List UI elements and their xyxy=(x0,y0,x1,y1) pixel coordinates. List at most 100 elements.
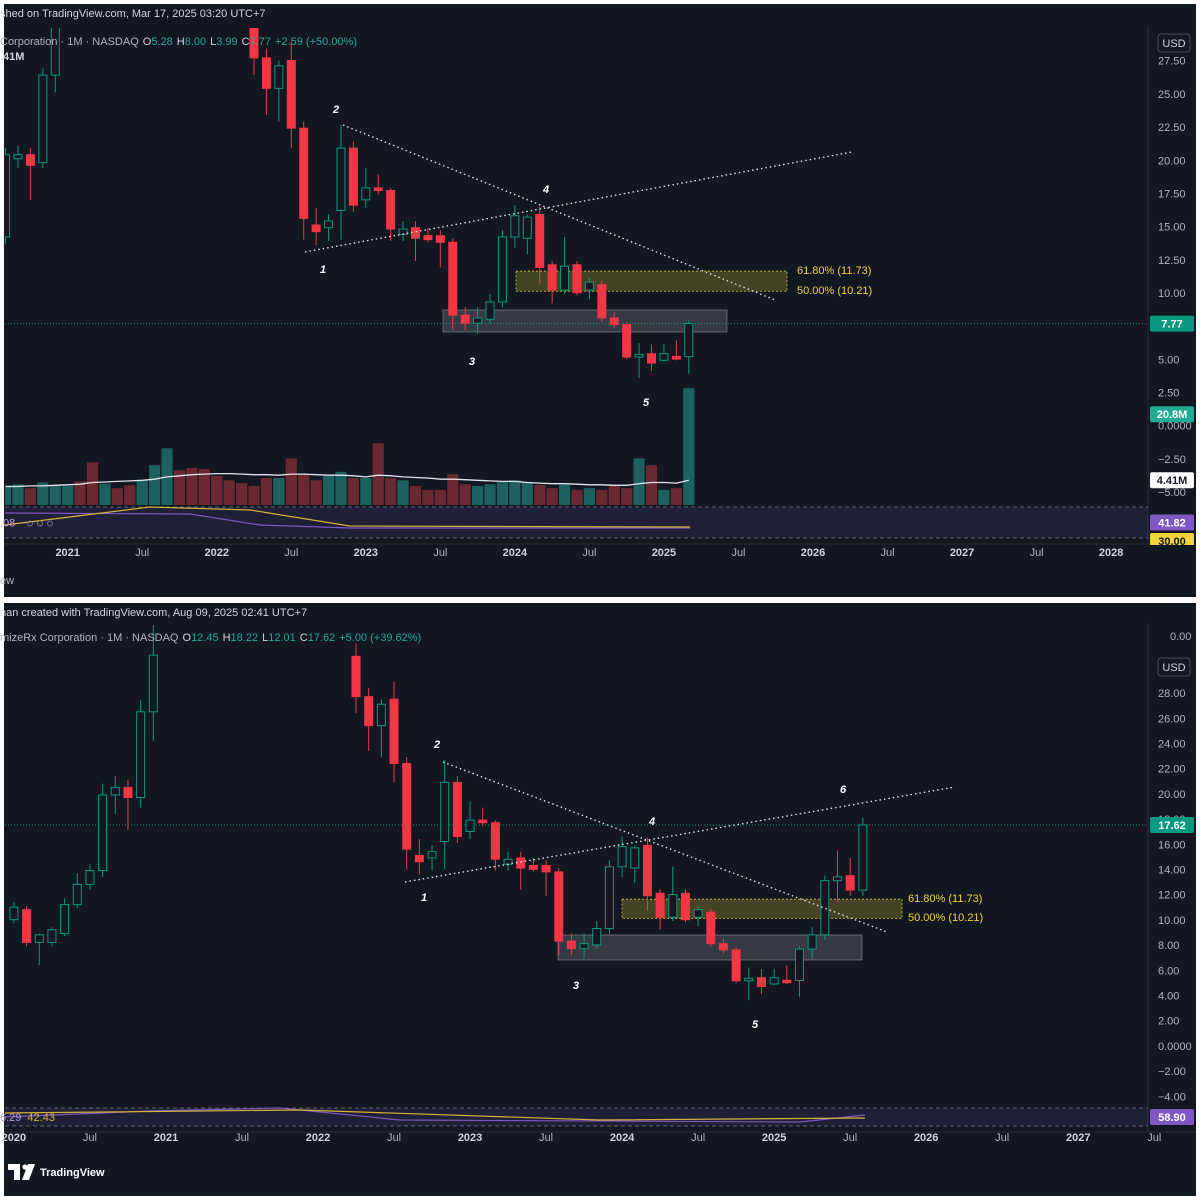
price-label: 17.62 xyxy=(1158,820,1186,832)
change: +5.00 (+39.62%) xyxy=(339,632,421,644)
candle-body xyxy=(414,854,424,863)
ohlc-value: 5.28 xyxy=(151,36,172,48)
y-tick-label: 14.00 xyxy=(1158,864,1186,876)
price-label: 41.82 xyxy=(1158,517,1186,529)
ohlc-key: L xyxy=(262,632,268,644)
price-label: 7.77 xyxy=(1161,319,1182,331)
x-tick-label: 2027 xyxy=(1066,1132,1090,1144)
volume-bar xyxy=(472,485,484,505)
candle-body xyxy=(706,911,716,945)
x-tick-label: Jul xyxy=(1147,1132,1161,1144)
rsi-legend-value: 42.43 xyxy=(27,1112,55,1124)
volume-bar xyxy=(683,388,695,505)
x-tick-label: 2024 xyxy=(610,1132,635,1144)
candle-body xyxy=(807,934,817,950)
candle-body xyxy=(572,264,582,294)
price-label-box xyxy=(1150,1109,1194,1125)
candle-body xyxy=(60,904,70,935)
y-tick-label: −2.00 xyxy=(1158,1066,1186,1078)
candle-body xyxy=(718,943,728,951)
candle-body xyxy=(584,281,594,291)
candle-body xyxy=(554,871,564,942)
candle-body xyxy=(5,154,11,238)
x-tick-label: Jul xyxy=(881,547,895,559)
candle-body xyxy=(609,317,619,326)
volume-bar xyxy=(5,485,12,505)
volume-bar xyxy=(558,484,571,505)
volume-bar xyxy=(347,478,359,505)
x-tick-label: Jul xyxy=(539,1132,553,1144)
candle-body xyxy=(782,979,792,984)
candle-body xyxy=(22,909,32,943)
y-tick-label: 17.50 xyxy=(1158,188,1186,200)
candle-body xyxy=(680,892,690,921)
candle-body xyxy=(286,60,296,129)
currency-box xyxy=(1157,657,1191,677)
candle-body xyxy=(647,353,657,364)
candle-body xyxy=(348,147,358,206)
volume-bar xyxy=(633,458,645,505)
candle-body xyxy=(465,819,475,833)
fib-label: 61.80% (11.73) xyxy=(797,265,871,277)
ohlc-key: L xyxy=(210,36,216,48)
y-tick-label: 10.00 xyxy=(1158,915,1186,927)
candle-body xyxy=(13,154,23,160)
y-tick-label: 27.50 xyxy=(1158,56,1186,68)
volume-bar xyxy=(322,475,335,505)
candle-body xyxy=(148,654,158,713)
y-tick-label: −5.00 xyxy=(1158,487,1186,499)
brand: TradingView xyxy=(8,1164,105,1180)
volume-bar xyxy=(409,485,422,505)
candle-body xyxy=(38,74,48,164)
fib-label: 50.00% (10.21) xyxy=(908,912,983,924)
wave-label: 4 xyxy=(542,184,549,196)
candle-body xyxy=(47,929,57,943)
candle-body xyxy=(622,324,632,358)
candle-body xyxy=(72,883,82,906)
ohlc-value: 7.77 xyxy=(250,36,271,48)
x-tick-label: 2022 xyxy=(205,547,229,559)
trendline xyxy=(442,761,888,933)
candle-body xyxy=(299,127,309,219)
volume-bar xyxy=(546,488,558,505)
candle-body xyxy=(634,353,644,358)
symbol: mizeRx Corporation · 1M · NASDAQ xyxy=(0,632,179,644)
ohlc-value: 12.01 xyxy=(268,632,296,644)
volume-bar xyxy=(385,478,397,505)
candle-body xyxy=(478,819,488,824)
price-label: 58.90 xyxy=(1158,1112,1186,1124)
candle-body xyxy=(744,977,754,982)
ohlc-value: 8.00 xyxy=(185,36,206,48)
candle-body xyxy=(541,865,551,873)
volume-bar xyxy=(74,481,86,505)
candle-body xyxy=(123,786,133,798)
candle-body xyxy=(655,892,665,918)
volume-bar xyxy=(372,443,384,505)
candle-body xyxy=(136,711,146,798)
trendline xyxy=(342,124,776,301)
price-label-box xyxy=(1150,315,1194,332)
y-tick-label: 28.00 xyxy=(1158,688,1186,700)
change: +2.59 (+50.00%) xyxy=(275,36,357,48)
candle-body xyxy=(427,851,437,859)
wave-label: 6 xyxy=(840,784,847,796)
chart-panel: 61.80% (11.73) 50.00% (10.21) 1 2 3 4 5 6 nan cr… xyxy=(0,603,1196,1196)
y-tick-label: 24.00 xyxy=(1158,738,1186,750)
volume-bar xyxy=(360,478,372,505)
y-tick-label: −2.50 xyxy=(1158,454,1186,466)
candle-body xyxy=(731,949,741,982)
candle-body xyxy=(845,875,855,891)
y-tick-label: 6.00 xyxy=(1158,965,1179,977)
price-pane xyxy=(5,624,1148,1001)
volume-bar xyxy=(496,481,509,505)
brand-logo xyxy=(8,1164,35,1180)
rsi-pane xyxy=(5,507,1148,538)
candle-body xyxy=(85,870,95,885)
y-tick-label: 10.00 xyxy=(1158,288,1186,300)
candle-body xyxy=(592,928,602,946)
x-tick-label: 2021 xyxy=(55,547,79,559)
x-tick-label: Jul xyxy=(843,1132,857,1144)
y-tick-label: 12.50 xyxy=(1158,255,1186,267)
support-zone xyxy=(442,309,728,333)
